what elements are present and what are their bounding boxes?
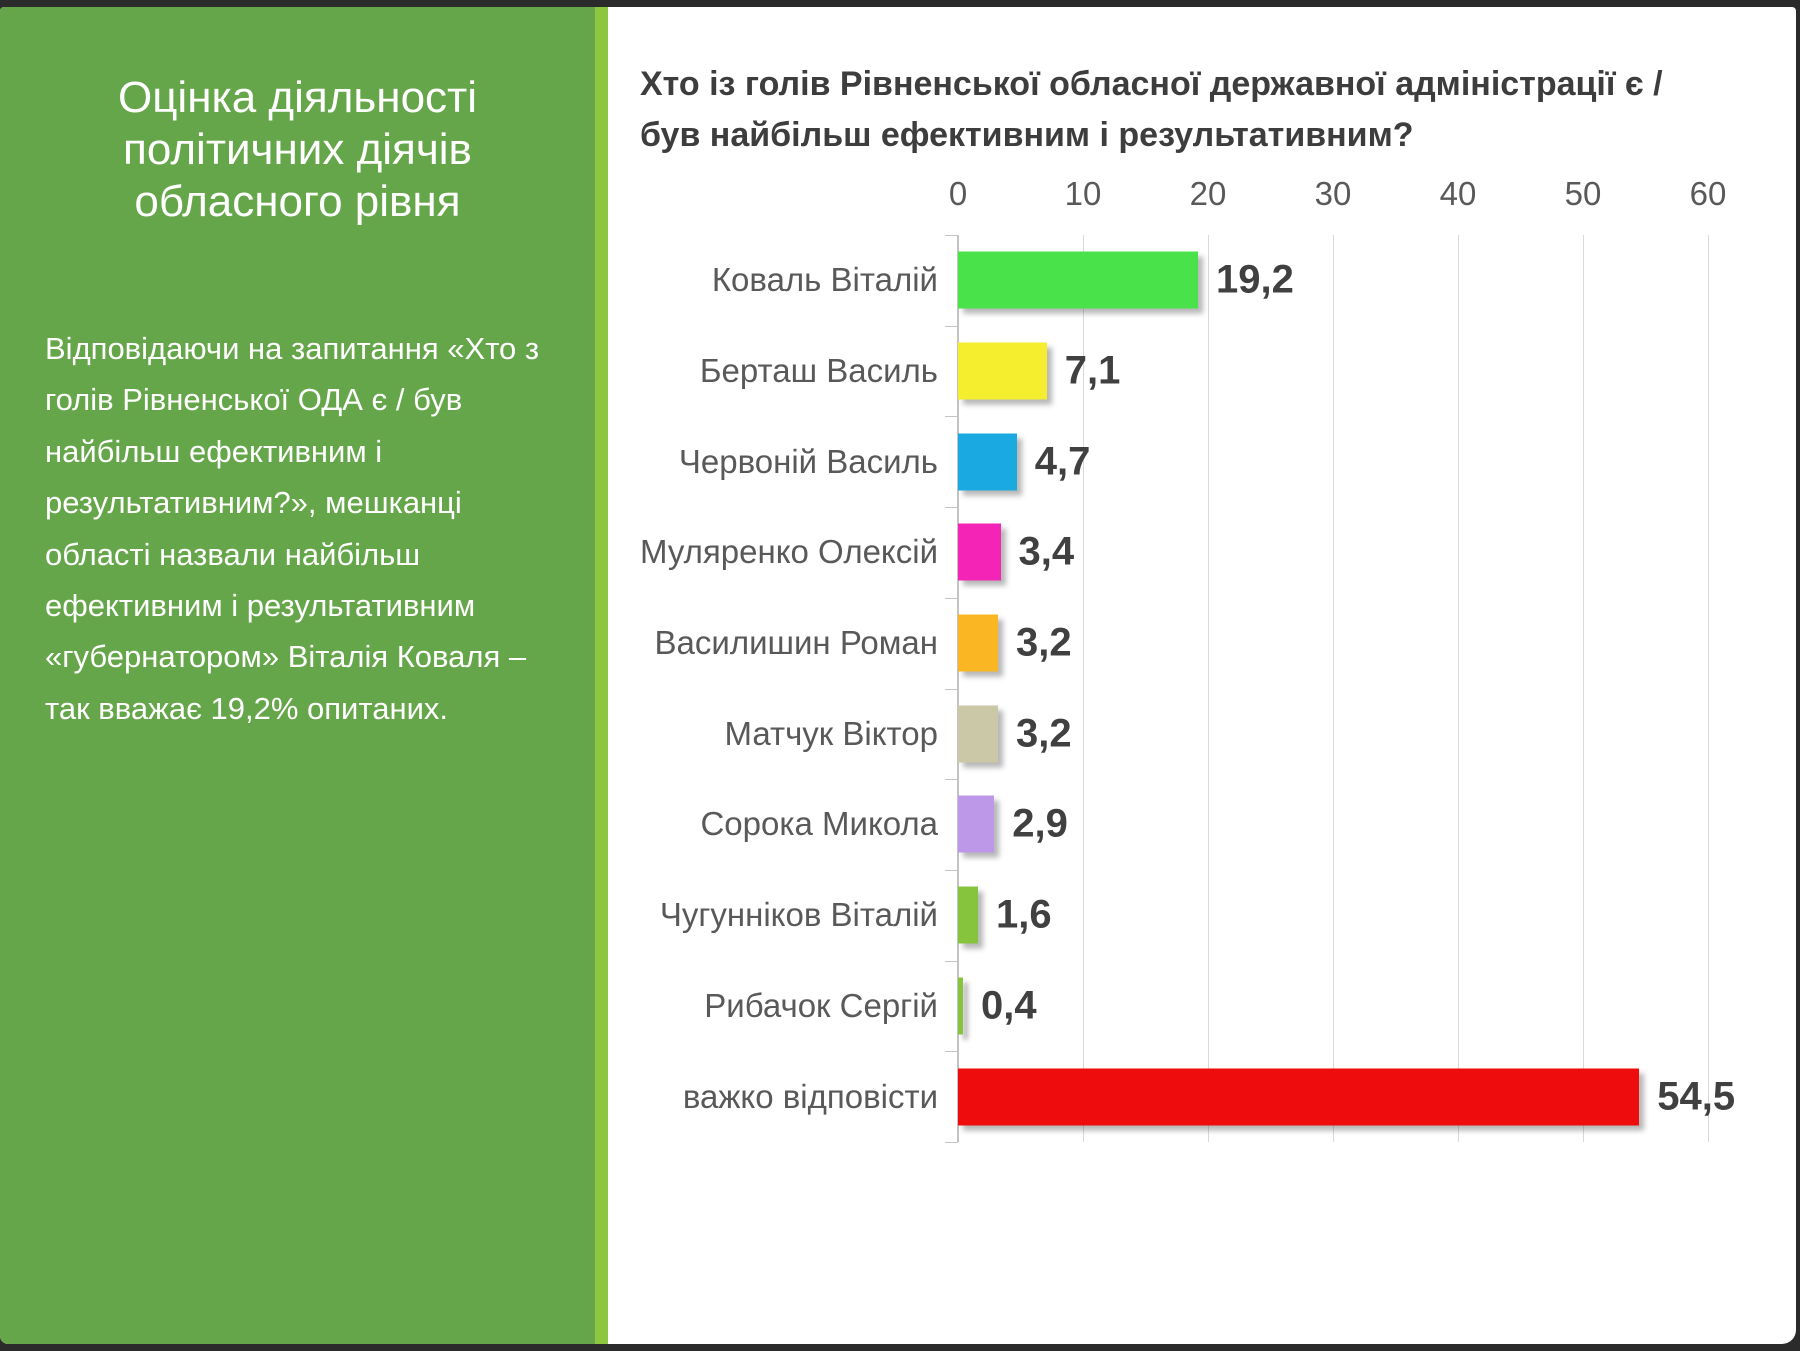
category-label: Рибачок Сергій <box>704 986 938 1024</box>
sidebar-paragraph: Відповідаючи на запитання «Хто з голів Р… <box>45 330 540 726</box>
category-label: Берташ Василь <box>699 352 938 390</box>
category-label: Матчук Віктор <box>724 714 938 752</box>
x-axis-tick-label: 50 <box>1564 175 1602 212</box>
chart-row: Чугунніков Віталій 1,6 <box>608 870 1708 961</box>
value-label: 19,2 <box>1216 257 1294 302</box>
bar <box>958 342 1047 400</box>
x-axis-tick-label: 60 <box>1689 175 1727 212</box>
bar <box>958 523 1001 581</box>
gridline <box>1333 235 1334 1142</box>
chart-row: Василишин Роман 3,2 <box>608 598 1708 689</box>
chart-title: Хто із голів Рівненської обласної держав… <box>640 65 1663 154</box>
bar <box>958 977 963 1035</box>
bar <box>958 1068 1640 1126</box>
gridline <box>1583 235 1584 1142</box>
y-axis-tick <box>945 1142 958 1143</box>
sidebar: Оцінка діяльності політичних діячів обла… <box>0 7 595 1344</box>
category-label: Василишин Роман <box>654 624 938 662</box>
bar-track: 54,5 <box>958 1051 1735 1142</box>
slide: Оцінка діяльності політичних діячів обла… <box>0 7 1796 1344</box>
bar-track: 2,9 <box>958 779 1708 870</box>
y-axis-tick <box>945 325 958 327</box>
value-label: 7,1 <box>1064 348 1121 393</box>
chart-row: Сорока Микола 2,9 <box>608 779 1708 870</box>
y-axis-tick <box>945 688 958 690</box>
value-label: 54,5 <box>1657 1074 1736 1119</box>
chart-row: Матчук Віктор 3,2 <box>608 688 1708 779</box>
category-label: Муляренко Олексій <box>640 533 938 571</box>
gridline <box>1208 235 1209 1142</box>
bar <box>958 433 1017 491</box>
bar-track: 3,2 <box>958 688 1708 779</box>
value-label: 3,4 <box>1018 529 1075 574</box>
bar <box>958 886 978 944</box>
bar-track: 7,1 <box>958 326 1708 417</box>
y-axis-tick <box>945 597 958 599</box>
bar-track: 1,6 <box>958 870 1708 961</box>
y-axis-tick <box>945 960 958 962</box>
chart-row: Муляренко Олексій 3,4 <box>608 507 1708 598</box>
category-label: Коваль Віталій <box>711 261 938 299</box>
y-axis-tick <box>945 416 958 418</box>
bar-track: 4,7 <box>958 416 1708 507</box>
sidebar-divider <box>595 7 608 1344</box>
rows: Коваль Віталій 19,2 Берташ Василь 7,1 Че… <box>608 235 1735 1142</box>
x-axis-tick-label: 20 <box>1189 175 1227 212</box>
category-label: важко відповісти <box>682 1077 938 1115</box>
bar-track: 3,4 <box>958 507 1708 598</box>
bar-chart: 0 10 20 30 40 50 60 Коваль Віталій 19,2 Берташ… <box>608 175 1735 1143</box>
value-label: 0,4 <box>981 983 1037 1028</box>
grid-layer <box>945 235 1709 1143</box>
plot-area: Коваль Віталій 19,2 Берташ Василь 7,1 Че… <box>608 235 1735 1143</box>
chart-area: Хто із голів Рівненської обласної держав… <box>608 7 1796 1344</box>
bar-track: 0,4 <box>958 961 1708 1052</box>
category-label: Червоній Василь <box>678 442 938 480</box>
y-axis-tick <box>945 1051 958 1053</box>
chart-row: Коваль Віталій 19,2 <box>608 235 1708 326</box>
y-axis-tick <box>945 507 958 509</box>
y-axis-tick <box>945 869 958 871</box>
x-axis: 0 10 20 30 40 50 60 <box>949 175 1727 235</box>
chart-row: Рибачок Сергій 0,4 <box>608 961 1708 1052</box>
x-axis-tick-label: 0 <box>948 175 968 212</box>
bar <box>958 614 998 672</box>
chart-row: Берташ Василь 7,1 <box>608 326 1708 417</box>
gridline <box>1708 235 1709 1142</box>
y-axis-tick <box>945 779 958 781</box>
y-axis-line <box>957 235 959 1142</box>
value-label: 3,2 <box>1016 620 1072 665</box>
gridline <box>1083 235 1084 1142</box>
bar <box>958 705 998 763</box>
chart-row: Червоній Василь 4,7 <box>608 416 1708 507</box>
x-axis-tick-label: 30 <box>1314 175 1352 212</box>
gridline <box>1458 235 1459 1142</box>
x-axis-tick-label: 40 <box>1439 175 1477 212</box>
bar-track: 3,2 <box>958 598 1708 689</box>
value-label: 2,9 <box>1012 801 1068 846</box>
bar-track: 19,2 <box>958 235 1708 326</box>
x-axis-tick-label: 10 <box>1064 175 1102 212</box>
value-label: 1,6 <box>996 892 1052 937</box>
bar <box>958 795 995 853</box>
category-label: Сорока Микола <box>700 805 938 843</box>
value-label: 4,7 <box>1034 439 1091 484</box>
value-label: 3,2 <box>1016 711 1072 756</box>
bar <box>958 251 1198 309</box>
sidebar-title: Оцінка діяльності політичних діячів обла… <box>118 73 477 226</box>
chart-row: важко відповісти 54,5 <box>608 1051 1735 1142</box>
category-label: Чугунніков Віталій <box>659 896 938 934</box>
y-axis-tick <box>945 235 958 236</box>
